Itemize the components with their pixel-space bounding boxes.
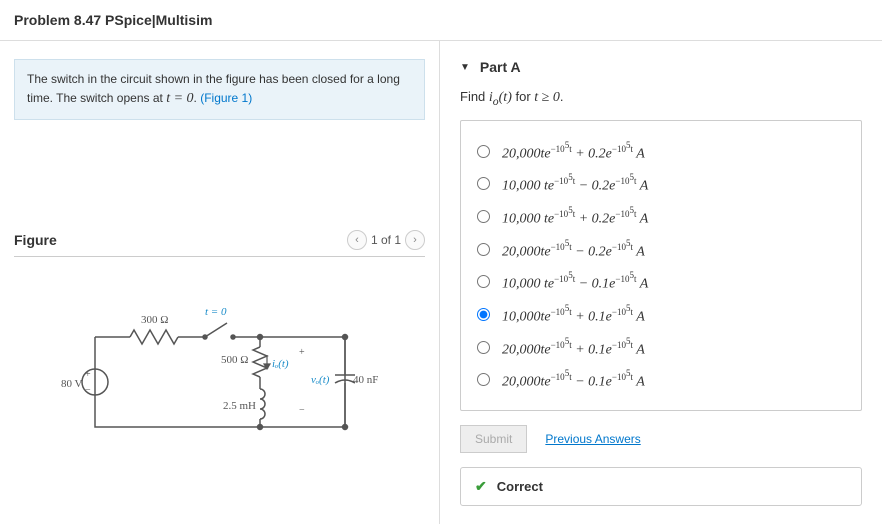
option-expression: 10,000te−105t + 0.1e−105t A [502, 303, 645, 326]
svg-text:+: + [299, 347, 305, 358]
option-row[interactable]: 20,000te−105t + 0.1e−105t A [477, 331, 845, 364]
feedback-box: ✔ Correct [460, 467, 862, 506]
submit-button[interactable]: Submit [460, 425, 527, 453]
problem-statement: The switch in the circuit shown in the f… [14, 59, 425, 120]
figure-section: Figure ‹ 1 of 1 › [14, 230, 425, 467]
problem-eq: t = 0 [166, 91, 193, 106]
switch-label: t = 0 [205, 306, 227, 318]
left-column: The switch in the circuit shown in the f… [0, 41, 440, 524]
l-label: 2.5 mH [223, 400, 256, 412]
figure-nav-text: 1 of 1 [371, 233, 401, 247]
option-expression: 10,000 te−105t − 0.2e−105t A [502, 172, 648, 195]
part-header[interactable]: ▼ Part A [460, 59, 862, 75]
svg-text:−: − [85, 385, 91, 396]
option-radio[interactable] [477, 243, 490, 256]
part-instruction: Find io(t) for t ≥ 0. [460, 89, 862, 108]
option-radio[interactable] [477, 177, 490, 190]
circuit-diagram: + − 80 V 300 Ω t = 0 500 Ω iₒ(t) 2.5 mH … [14, 297, 425, 467]
figure-link[interactable]: (Figure 1) [200, 91, 252, 105]
option-row[interactable]: 20,000te−105t + 0.2e−105t A [477, 135, 845, 168]
feedback-text: Correct [497, 479, 543, 494]
submit-row: Submit Previous Answers [460, 425, 862, 453]
figure-heading: Figure [14, 232, 57, 248]
option-row[interactable]: 10,000 te−105t + 0.2e−105t A [477, 200, 845, 233]
option-expression: 20,000te−105t + 0.2e−105t A [502, 140, 645, 163]
vo-label: vₒ(t) [311, 374, 330, 386]
figure-header: Figure ‹ 1 of 1 › [14, 230, 425, 257]
check-icon: ✔ [475, 478, 487, 495]
figure-next-button[interactable]: › [405, 230, 425, 250]
main-area: The switch in the circuit shown in the f… [0, 41, 882, 524]
option-expression: 20,000te−105t − 0.2e−105t A [502, 238, 645, 261]
vsrc-label: 80 V [61, 378, 83, 390]
problem-title: Problem 8.47 PSpice|Multisim [14, 12, 868, 28]
c-label: 40 nF [353, 374, 378, 386]
options-box: 20,000te−105t + 0.2e−105t A 10,000 te−105… [460, 120, 862, 411]
option-row[interactable]: 10,000 te−105t − 0.1e−105t A [477, 265, 845, 298]
option-row[interactable]: 10,000te−105t + 0.1e−105t A [477, 298, 845, 331]
right-column: ▼ Part A Find io(t) for t ≥ 0. 20,000te−… [440, 41, 882, 524]
r2-label: 500 Ω [221, 354, 248, 366]
option-radio[interactable] [477, 373, 490, 386]
previous-answers-link[interactable]: Previous Answers [545, 432, 640, 446]
io-label: iₒ(t) [272, 358, 289, 370]
option-expression: 10,000 te−105t − 0.1e−105t A [502, 270, 648, 293]
svg-text:−: − [299, 405, 305, 416]
option-radio[interactable] [477, 341, 490, 354]
option-row[interactable]: 20,000te−105t − 0.2e−105t A [477, 233, 845, 266]
svg-text:+: + [85, 369, 91, 380]
option-radio[interactable] [477, 308, 490, 321]
option-expression: 20,000te−105t + 0.1e−105t A [502, 336, 645, 359]
option-radio[interactable] [477, 275, 490, 288]
option-radio[interactable] [477, 145, 490, 158]
figure-nav: ‹ 1 of 1 › [347, 230, 425, 250]
problem-header: Problem 8.47 PSpice|Multisim [0, 0, 882, 41]
r1-label: 300 Ω [141, 314, 168, 326]
figure-prev-button[interactable]: ‹ [347, 230, 367, 250]
option-expression: 10,000 te−105t + 0.2e−105t A [502, 205, 648, 228]
option-row[interactable]: 20,000te−105t − 0.1e−105t A [477, 363, 845, 396]
option-row[interactable]: 10,000 te−105t − 0.2e−105t A [477, 167, 845, 200]
collapse-icon: ▼ [460, 62, 470, 73]
option-radio[interactable] [477, 210, 490, 223]
option-expression: 20,000te−105t − 0.1e−105t A [502, 368, 645, 391]
part-label: Part A [480, 59, 521, 75]
